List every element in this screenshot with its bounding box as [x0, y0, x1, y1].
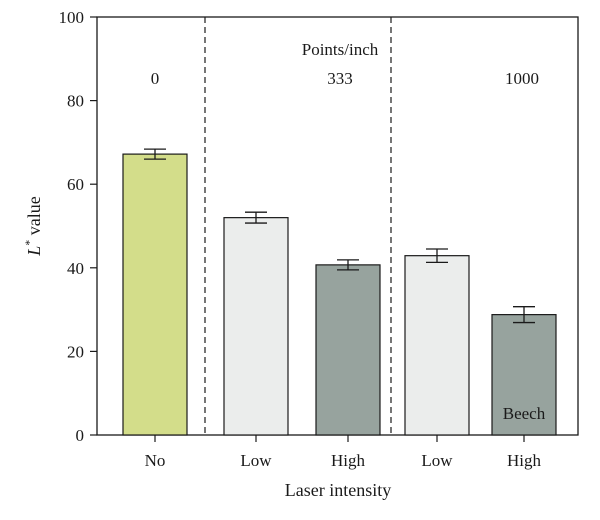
bar-4: [491, 314, 557, 436]
y-tick-label-20: 20: [67, 342, 84, 361]
group-label-0: 0: [151, 69, 160, 88]
y-axis-title: L* value: [22, 196, 44, 257]
bar-0: [122, 153, 188, 436]
y-tick-label-100: 100: [59, 8, 85, 27]
x-tick-label-3: Low: [421, 451, 453, 470]
x-tick-label-4: High: [507, 451, 542, 470]
bar-1: [223, 217, 289, 436]
group-label-2: 1000: [505, 69, 539, 88]
y-tick-label-80: 80: [67, 92, 84, 111]
y-axis-title-superscript: *: [22, 240, 36, 246]
bar-3: [404, 255, 470, 436]
y-axis-title-rest: value: [24, 196, 44, 239]
y-tick-label-40: 40: [67, 259, 84, 278]
y-tick-label-0: 0: [76, 426, 85, 445]
wood-type-annotation: Beech: [503, 404, 546, 423]
group-header: Points/inch: [302, 40, 379, 59]
y-tick-label-60: 60: [67, 175, 84, 194]
y-axis-title-main: L: [24, 246, 44, 257]
x-tick-label-1: Low: [240, 451, 272, 470]
x-tick-label-0: No: [145, 451, 166, 470]
bar-2: [315, 264, 381, 436]
x-tick-label-2: High: [331, 451, 366, 470]
group-label-1: 333: [327, 69, 353, 88]
x-axis-title: Laser intensity: [285, 480, 391, 500]
